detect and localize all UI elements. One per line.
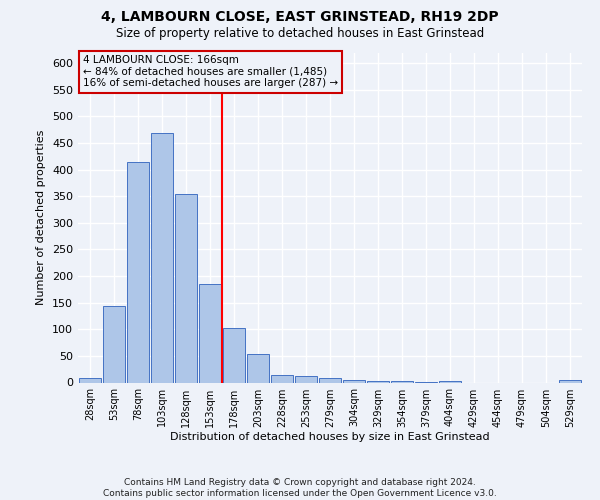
Bar <box>127 162 149 382</box>
Bar <box>319 378 341 382</box>
Text: Contains HM Land Registry data © Crown copyright and database right 2024.
Contai: Contains HM Land Registry data © Crown c… <box>103 478 497 498</box>
Bar <box>247 354 269 382</box>
Bar <box>223 328 245 382</box>
Bar <box>343 380 365 382</box>
Text: 4 LAMBOURN CLOSE: 166sqm
← 84% of detached houses are smaller (1,485)
16% of sem: 4 LAMBOURN CLOSE: 166sqm ← 84% of detach… <box>83 55 338 88</box>
Bar <box>439 381 461 382</box>
Bar <box>151 134 173 382</box>
Y-axis label: Number of detached properties: Number of detached properties <box>37 130 46 305</box>
X-axis label: Distribution of detached houses by size in East Grinstead: Distribution of detached houses by size … <box>170 432 490 442</box>
Bar <box>79 378 101 382</box>
Bar <box>103 306 125 382</box>
Text: Size of property relative to detached houses in East Grinstead: Size of property relative to detached ho… <box>116 28 484 40</box>
Bar <box>559 380 581 382</box>
Bar <box>295 376 317 382</box>
Bar <box>199 284 221 382</box>
Text: 4, LAMBOURN CLOSE, EAST GRINSTEAD, RH19 2DP: 4, LAMBOURN CLOSE, EAST GRINSTEAD, RH19 … <box>101 10 499 24</box>
Bar <box>175 194 197 382</box>
Bar <box>271 374 293 382</box>
